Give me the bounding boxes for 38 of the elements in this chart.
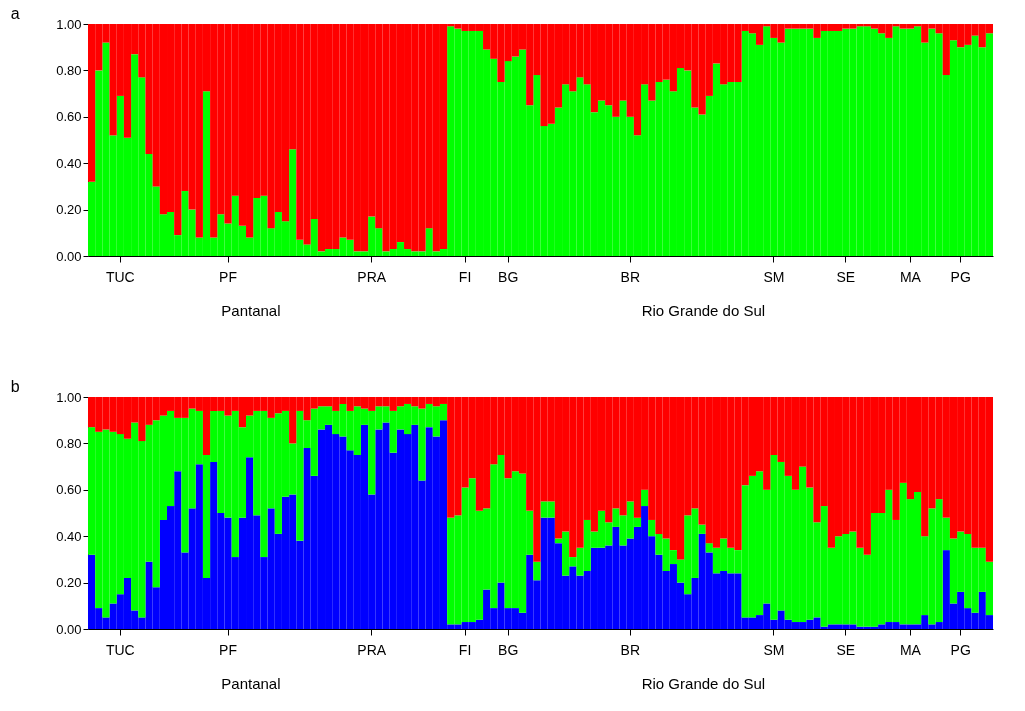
x-tick-label: MA (899, 268, 922, 285)
y-tick-label: 1.00 (56, 16, 82, 32)
x-tick-label: PF (219, 641, 237, 658)
y-tick-label: 0.00 (56, 248, 82, 264)
x-tick-label: SM (763, 268, 785, 285)
x-tick-label: MA (899, 641, 922, 658)
y-tick-label: 0.80 (56, 435, 82, 451)
text: Rio Grande do Sul (641, 302, 766, 319)
x-tick-label: PRA (357, 268, 387, 285)
y-tick-label: 0.80 (56, 62, 82, 78)
x-tick-label: TUC (105, 268, 135, 285)
y-tick-label: 0.40 (56, 155, 82, 171)
x-tick-label: BG (498, 641, 519, 658)
x-tick-label: TUC (105, 641, 135, 658)
chart-title: b (10, 378, 20, 395)
x-tick-label: SE (836, 268, 856, 285)
y-tick-label: 0.60 (56, 482, 82, 498)
x-tick-label: BR (620, 268, 641, 285)
text: Pantanal (221, 302, 281, 319)
x-tick-label: PRA (357, 641, 387, 658)
x-tick-label: FI (458, 268, 472, 285)
x-tick-label: BR (620, 641, 641, 658)
text: Pantanal (221, 675, 281, 692)
y-tick-label: 0.40 (56, 528, 82, 544)
y-tick-label: 0.20 (56, 575, 82, 591)
x-tick-label: PG (950, 641, 971, 658)
x-tick-label: SM (763, 641, 785, 658)
y-tick-label: 0.60 (56, 109, 82, 125)
text: Rio Grande do Sul (641, 675, 766, 692)
x-tick-label: PF (219, 268, 237, 285)
y-tick-label: 0.20 (56, 202, 82, 218)
x-tick-label: SE (836, 641, 856, 658)
y-tick-label: 0.00 (56, 621, 82, 637)
chart-title: a (10, 5, 20, 22)
y-tick-label: 1.00 (56, 389, 82, 405)
x-tick-label: BG (498, 268, 519, 285)
x-tick-label: FI (458, 641, 472, 658)
x-tick-label: PG (950, 268, 971, 285)
